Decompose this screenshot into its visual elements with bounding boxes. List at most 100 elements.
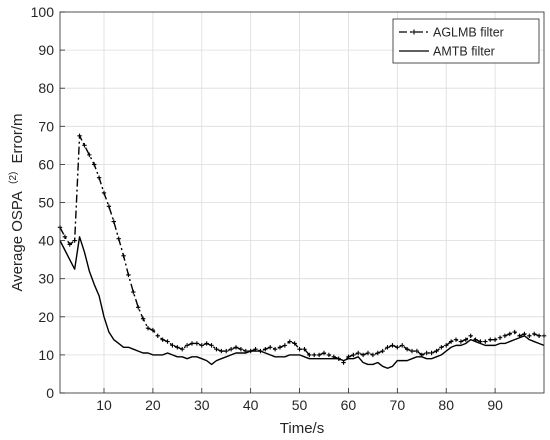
data-point-aglmb bbox=[228, 346, 234, 352]
data-point-aglmb bbox=[502, 333, 508, 339]
y-tick-label: 20 bbox=[38, 309, 54, 325]
data-point-aglmb bbox=[87, 152, 92, 158]
data-point-aglmb bbox=[448, 339, 454, 344]
data-point-aglmb bbox=[189, 341, 195, 346]
y-tick-label: 60 bbox=[38, 156, 54, 172]
data-point-aglmb bbox=[145, 326, 151, 331]
data-point-aglmb bbox=[390, 343, 395, 348]
data-point-aglmb bbox=[409, 348, 415, 354]
data-point-aglmb bbox=[468, 333, 473, 339]
data-point-aglmb bbox=[111, 219, 116, 224]
data-point-aglmb bbox=[365, 350, 371, 356]
data-point-aglmb bbox=[199, 343, 204, 348]
data-point-aglmb bbox=[131, 289, 136, 295]
data-point-aglmb bbox=[444, 343, 449, 348]
data-point-aglmb bbox=[170, 343, 175, 348]
legend-plus-marker bbox=[411, 29, 417, 35]
series-aglmb bbox=[57, 133, 547, 365]
data-point-aglmb bbox=[375, 350, 380, 356]
axis-ticks: 10 20 30 40 50 60 70 80 90 0 10 20 30 40 50 60 70 80 90 100 bbox=[31, 4, 503, 413]
data-point-aglmb bbox=[321, 350, 327, 356]
data-point-aglmb bbox=[268, 345, 273, 350]
data-point-aglmb bbox=[238, 346, 244, 352]
series-line-aglmb bbox=[59, 135, 544, 364]
data-point-aglmb bbox=[414, 348, 420, 354]
data-point-aglmb bbox=[150, 327, 156, 333]
y-tick-label: 80 bbox=[38, 80, 54, 96]
data-point-aglmb bbox=[204, 341, 209, 346]
series-amtb bbox=[59, 236, 545, 369]
y-tick-label: 30 bbox=[38, 271, 54, 287]
data-point-aglmb bbox=[400, 343, 405, 348]
data-point-aglmb bbox=[326, 352, 332, 358]
y-tick-label: 90 bbox=[38, 42, 54, 58]
data-point-aglmb bbox=[214, 346, 219, 352]
data-point-aglmb bbox=[404, 346, 410, 352]
y-axis-label: Average OSPA (2) Error/m bbox=[3, 113, 26, 291]
data-point-aglmb bbox=[536, 333, 542, 339]
data-point-aglmb bbox=[483, 339, 488, 344]
legend-marker-aglmb bbox=[411, 29, 417, 35]
data-point-aglmb bbox=[488, 337, 493, 342]
data-point-aglmb bbox=[209, 343, 214, 348]
data-point-aglmb bbox=[497, 335, 503, 340]
x-axis-label: Time/s bbox=[280, 420, 324, 437]
data-point-aglmb bbox=[160, 337, 165, 342]
data-point-aglmb bbox=[194, 341, 200, 346]
data-point-aglmb bbox=[302, 346, 307, 352]
data-point-aglmb bbox=[121, 253, 126, 259]
data-point-aglmb bbox=[287, 339, 292, 344]
data-point-aglmb bbox=[458, 339, 464, 344]
y-tick-label: 100 bbox=[31, 4, 55, 20]
x-tick-label: 10 bbox=[96, 397, 112, 413]
data-point-aglmb bbox=[96, 175, 102, 180]
x-tick-label: 20 bbox=[145, 397, 161, 413]
data-point-aglmb bbox=[463, 337, 468, 342]
data-point-aglmb bbox=[434, 348, 439, 354]
data-point-aglmb bbox=[277, 345, 283, 350]
data-point-aglmb bbox=[233, 345, 239, 350]
data-point-aglmb bbox=[316, 352, 322, 358]
x-tick-label: 30 bbox=[194, 397, 210, 413]
data-point-aglmb bbox=[165, 339, 170, 344]
legend: AGLMB filter AMTB filter bbox=[392, 18, 540, 64]
x-tick-label: 40 bbox=[243, 397, 259, 413]
series-layer bbox=[57, 133, 547, 369]
data-point-aglmb bbox=[385, 345, 390, 350]
y-axis-label-main: Average OSPA bbox=[9, 191, 26, 291]
data-point-aglmb bbox=[219, 348, 224, 354]
data-point-aglmb bbox=[512, 329, 517, 335]
data-point-aglmb bbox=[184, 343, 190, 348]
data-point-aglmb bbox=[263, 346, 268, 352]
data-point-aglmb bbox=[140, 316, 146, 321]
data-point-aglmb bbox=[106, 204, 112, 209]
data-point-aglmb bbox=[380, 348, 385, 354]
data-point-aglmb bbox=[439, 345, 444, 350]
grid-lines bbox=[60, 12, 544, 393]
x-tick-label: 90 bbox=[487, 397, 503, 413]
y-tick-label: 40 bbox=[38, 233, 54, 249]
data-point-aglmb bbox=[297, 346, 302, 352]
data-point-aglmb bbox=[429, 350, 434, 356]
data-point-aglmb bbox=[72, 238, 77, 243]
legend-box bbox=[392, 18, 540, 64]
legend-label-aglmb: AGLMB filter bbox=[433, 26, 504, 40]
x-tick-label: 70 bbox=[390, 397, 406, 413]
y-axis-label-tail: Error/m bbox=[9, 113, 26, 163]
data-point-aglmb bbox=[532, 331, 537, 337]
y-tick-label: 50 bbox=[38, 195, 54, 211]
x-tick-label: 50 bbox=[292, 397, 308, 413]
x-tick-label: 80 bbox=[438, 397, 454, 413]
data-point-aglmb bbox=[282, 343, 288, 348]
y-tick-label: 70 bbox=[38, 118, 54, 134]
data-point-aglmb bbox=[395, 345, 400, 350]
data-point-aglmb bbox=[77, 133, 82, 139]
data-point-aglmb bbox=[101, 190, 107, 196]
data-point-aglmb bbox=[272, 346, 278, 352]
data-point-aglmb bbox=[527, 333, 532, 339]
data-point-aglmb bbox=[307, 352, 312, 358]
y-tick-label: 10 bbox=[38, 347, 54, 363]
data-point-aglmb bbox=[356, 350, 361, 356]
x-tick-label: 60 bbox=[341, 397, 357, 413]
y-tick-label: 0 bbox=[46, 385, 54, 401]
